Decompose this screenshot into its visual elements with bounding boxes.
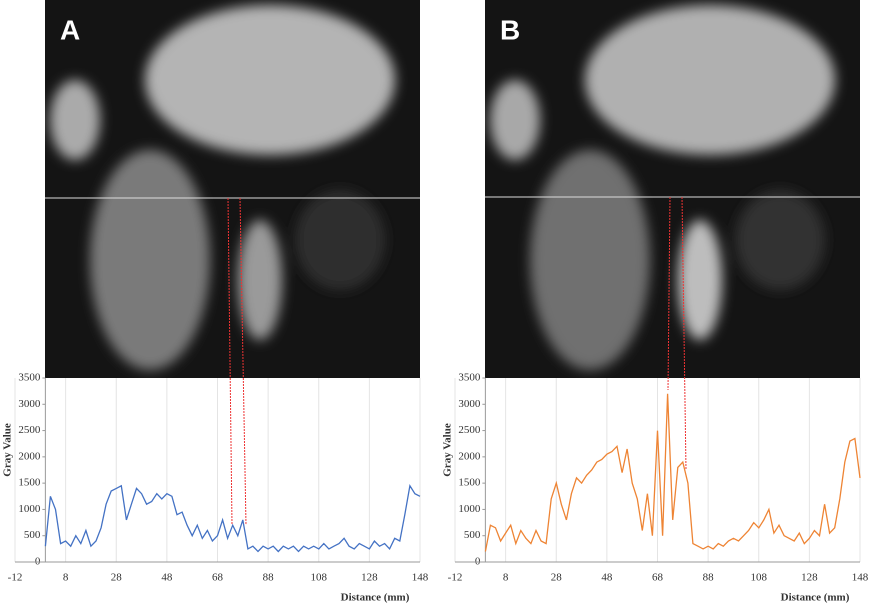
- mri-image-b: [485, 0, 860, 378]
- y-tick-label: 2500: [18, 424, 41, 436]
- x-tick-label: 128: [801, 572, 818, 584]
- y-tick-label: 500: [464, 529, 481, 541]
- x-tick-label: 8: [63, 572, 69, 584]
- x-tick-label: 88: [263, 572, 275, 584]
- y-tick-label: 2000: [18, 450, 41, 462]
- x-tick-label: 148: [852, 572, 869, 584]
- x-tick-label: 108: [751, 572, 768, 584]
- y-axis-title: Gray Value: [2, 423, 14, 477]
- x-tick-label: -12: [448, 572, 463, 584]
- y-tick-label: 3500: [18, 372, 41, 384]
- x-tick-label: -12: [8, 572, 23, 584]
- profile-line: [484, 393, 861, 552]
- x-tick-label: 28: [551, 572, 563, 584]
- x-tick-label: 148: [412, 572, 429, 584]
- x-tick-label: 68: [652, 572, 664, 584]
- y-tick-label: 500: [24, 529, 41, 541]
- x-tick-label: 48: [601, 572, 613, 584]
- x-tick-label: 48: [161, 572, 173, 584]
- y-tick-label: 3000: [18, 398, 41, 410]
- profile-guides: [227, 196, 687, 526]
- panel-label: A: [60, 14, 80, 45]
- y-tick-label: 3500: [458, 372, 481, 384]
- x-tick-label: 8: [503, 572, 509, 584]
- y-tick-label: 1000: [18, 503, 41, 515]
- x-tick-label: 108: [311, 572, 328, 584]
- mri-image-a: [45, 0, 420, 378]
- x-tick-label: 128: [361, 572, 378, 584]
- profile-line: [44, 484, 421, 553]
- x-tick-label: 68: [212, 572, 224, 584]
- x-tick-label: 28: [111, 572, 123, 584]
- y-tick-label: 2000: [458, 450, 481, 462]
- panel-label: B: [500, 14, 520, 45]
- x-tick-label: 88: [703, 572, 715, 584]
- y-tick-label: 3000: [458, 398, 481, 410]
- y-tick-label: 1500: [458, 477, 481, 489]
- x-axis-title: Distance (mm): [341, 592, 410, 604]
- y-axis-title: Gray Value: [442, 423, 454, 477]
- x-axis-title: Distance (mm): [781, 592, 850, 604]
- y-tick-label: 1500: [18, 477, 41, 489]
- y-tick-label: 1000: [458, 503, 481, 515]
- y-tick-label: 2500: [458, 424, 481, 436]
